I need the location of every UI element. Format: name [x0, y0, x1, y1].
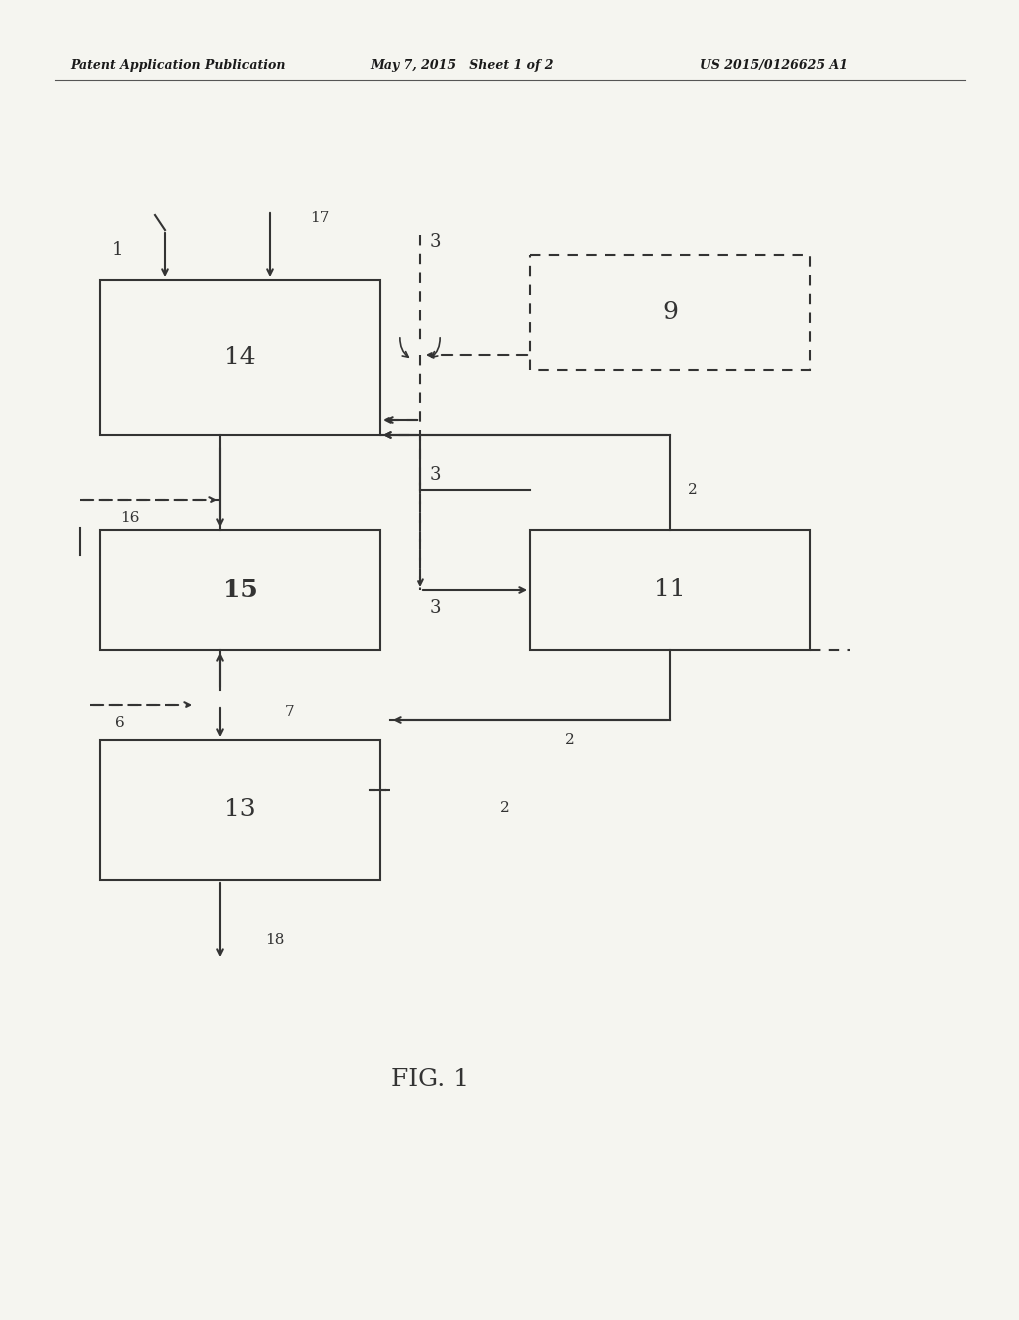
Bar [100, 531, 380, 649]
Text: 6: 6 [115, 715, 124, 730]
Text: 9: 9 [661, 301, 678, 323]
Text: 7: 7 [284, 705, 294, 719]
Text: 11: 11 [653, 578, 685, 602]
Text: Patent Application Publication: Patent Application Publication [70, 58, 285, 71]
Text: 3: 3 [430, 599, 441, 616]
Text: 14: 14 [224, 346, 256, 370]
Text: US 2015/0126625 A1: US 2015/0126625 A1 [699, 58, 847, 71]
Text: 3: 3 [430, 234, 441, 251]
Text: 16: 16 [120, 511, 140, 525]
Text: 1: 1 [112, 242, 123, 259]
Text: 2: 2 [688, 483, 697, 498]
Text: 3: 3 [430, 466, 441, 484]
Bar [100, 280, 380, 436]
Text: 13: 13 [224, 799, 256, 821]
Text: 2: 2 [499, 801, 510, 814]
Text: 15: 15 [222, 578, 257, 602]
Text: May 7, 2015   Sheet 1 of 2: May 7, 2015 Sheet 1 of 2 [370, 58, 553, 71]
Bar [530, 531, 809, 649]
Text: 17: 17 [310, 211, 329, 224]
Text: 18: 18 [265, 933, 284, 946]
Text: 2: 2 [565, 733, 574, 747]
Text: FIG. 1: FIG. 1 [390, 1068, 469, 1092]
Bar [100, 741, 380, 880]
Bar [530, 255, 809, 370]
